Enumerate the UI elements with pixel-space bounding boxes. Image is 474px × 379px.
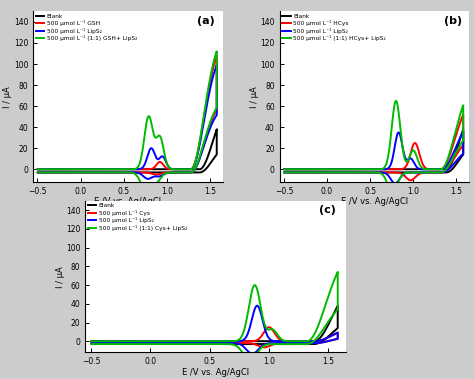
X-axis label: E /V vs. Ag/AgCl: E /V vs. Ag/AgCl xyxy=(341,197,408,206)
Y-axis label: I / μA: I / μA xyxy=(55,266,64,288)
Text: (a): (a) xyxy=(198,16,215,27)
Legend: Blank, 500 μmol L⁻¹ GSH, 500 μmol L⁻¹ LipS₂, 500 μmol L⁻¹ (1:1) GSH+ LipS₂: Blank, 500 μmol L⁻¹ GSH, 500 μmol L⁻¹ Li… xyxy=(35,13,137,42)
Legend: Blank, 500 μmol L⁻¹ HCys, 500 μmol L⁻¹ LipS₂, 500 μmol L⁻¹ (1:1) HCys+ LipS₂: Blank, 500 μmol L⁻¹ HCys, 500 μmol L⁻¹ L… xyxy=(282,13,386,42)
Y-axis label: I / μA: I / μA xyxy=(250,86,259,108)
Legend: Blank, 500 μmol L⁻¹ Cys, 500 μmol L⁻¹ LipS₂, 500 μmol L⁻¹ (1:1) Cys+ LipS₂: Blank, 500 μmol L⁻¹ Cys, 500 μmol L⁻¹ Li… xyxy=(87,203,188,231)
Y-axis label: I / μA: I / μA xyxy=(3,86,12,108)
X-axis label: E /V vs. Ag/AgCl: E /V vs. Ag/AgCl xyxy=(182,368,249,377)
Text: (c): (c) xyxy=(319,205,336,215)
X-axis label: E /V vs. Ag/AgCl: E /V vs. Ag/AgCl xyxy=(94,197,162,206)
Text: (b): (b) xyxy=(444,16,462,27)
